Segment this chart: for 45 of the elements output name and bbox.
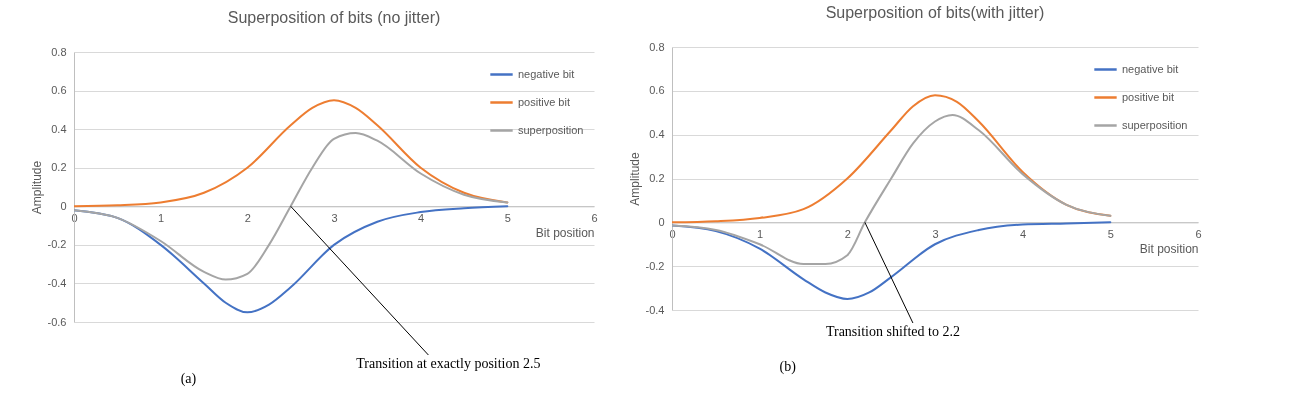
legend-label: superposition: [518, 123, 584, 136]
y-tick-label: 0.8: [649, 40, 665, 53]
x-tick-label: 3: [331, 211, 338, 224]
x-tick-label: 1: [757, 227, 764, 240]
text: (b): [779, 359, 797, 375]
y-tick-label: -0.6: [47, 315, 67, 328]
y-tick-label: -0.2: [47, 238, 67, 251]
y-tick-label: -0.4: [47, 276, 67, 289]
text: (a): [180, 371, 197, 387]
legend-label: negative bit: [518, 67, 575, 80]
legend-label: positive bit: [1122, 90, 1174, 103]
x-tick-label: 3: [932, 227, 939, 240]
y-tick-label: 0: [60, 199, 67, 212]
x-tick-label: 5: [504, 211, 511, 224]
x-axis-title: Bit position: [535, 225, 595, 240]
y-axis-title: Amplitude: [29, 160, 44, 215]
line-series: [74, 132, 509, 281]
y-tick-label: 0.4: [51, 122, 67, 135]
x-tick-label: 1: [158, 211, 165, 224]
y-tick-label: 0.8: [51, 45, 67, 58]
x-tick-label: 4: [418, 211, 425, 224]
chart-title: Superposition of bits (no jitter): [227, 9, 441, 26]
legend-label: superposition: [1122, 118, 1188, 131]
y-tick-label: 0.4: [649, 128, 665, 141]
x-tick-label: 6: [591, 211, 598, 224]
line-series: [672, 113, 1112, 265]
y-tick-label: 0.6: [51, 84, 67, 97]
x-tick-label: 6: [1195, 227, 1202, 240]
chart-title: Superposition of bits(with jitter): [825, 4, 1045, 21]
y-axis-title: Amplitude: [627, 152, 642, 206]
y-tick-label: 0.6: [649, 84, 665, 97]
x-tick-label: 2: [844, 227, 851, 240]
annotation: Transition at exactly position 2.5: [356, 356, 541, 371]
y-tick-label: 0.2: [51, 161, 67, 174]
x-axis-title: Bit position: [1139, 241, 1199, 256]
x-tick-label: 4: [1020, 227, 1027, 240]
x-tick-label: 2: [244, 211, 251, 224]
y-tick-label: -0.2: [645, 259, 665, 272]
y-tick-label: -0.4: [645, 303, 665, 316]
legend-label: negative bit: [1122, 62, 1179, 75]
legend-label: positive bit: [518, 95, 570, 108]
x-tick-label: 5: [1107, 227, 1114, 240]
y-tick-label: 0.2: [649, 172, 665, 184]
line-series: [672, 94, 1112, 224]
annotation: Transition shifted to 2.2: [825, 324, 960, 339]
